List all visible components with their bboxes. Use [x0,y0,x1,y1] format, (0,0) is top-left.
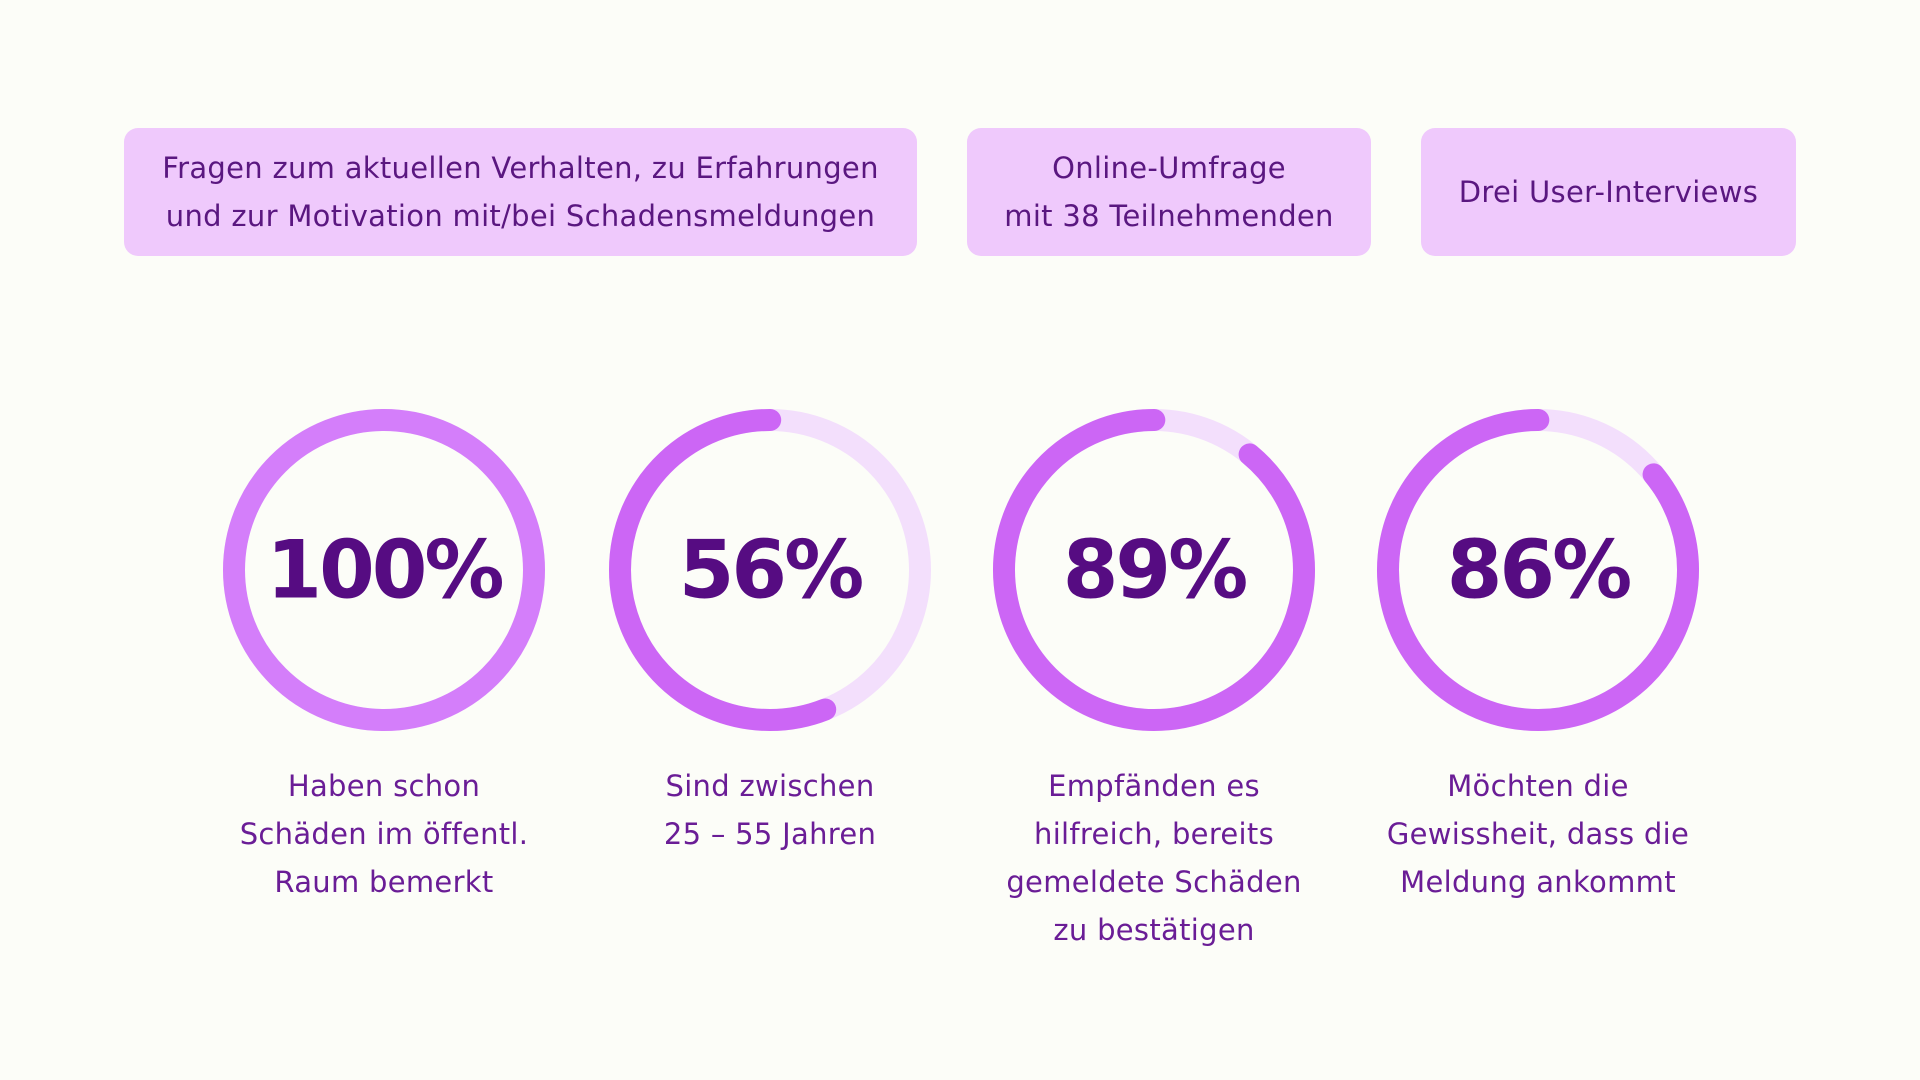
donut-ring-2: 56% [590,390,950,750]
caption-line: gemeldete Schäden [1006,865,1302,899]
donut-caption: Empfänden es hilfreich, bereits gemeldete … [974,762,1334,954]
donut-ring-1: 100% [204,390,564,750]
caption-line: Möchten die [1447,769,1629,803]
caption-line: 25 – 55 Jahren [663,817,877,851]
caption-line: Sind zwischen [665,769,875,803]
info-box-online-survey: Online-Umfrage mit 38 Teilnehmenden [967,128,1371,256]
caption-line: Haben schon [287,769,481,803]
donut-arc [993,409,1315,732]
info-box-line: Fragen zum aktuellen Verhalten, zu Erfah… [162,151,879,185]
caption-line: hilfreich, bereits [1034,817,1274,851]
donut-svg: 100% [223,409,545,731]
caption-line: Schäden im öffentl. [239,817,529,851]
info-box-line: und zur Motivation mit/bei Schadensmeldu… [165,199,876,233]
info-box-questions: Fragen zum aktuellen Verhalten, zu Erfah… [124,128,917,256]
donut-svg: 56% [609,409,931,731]
caption-line: Gewissheit, dass die [1386,817,1690,851]
donut-caption: Haben schon Schäden im öffentl. Raum bemer… [204,762,564,906]
donut-arc [609,409,931,731]
info-box-line: Drei User-Interviews [1458,175,1759,209]
donut-ring-4: 86% [1358,390,1718,750]
info-box-user-interviews: Drei User-Interviews [1421,128,1796,256]
caption-line: Raum bemerkt [274,865,494,899]
donut-caption: Möchten die Gewissheit, dass die Meldung a… [1358,762,1718,906]
donut-ring-3: 89% [974,390,1334,750]
donut-value-label: 56% [679,524,862,617]
donut-svg: 86% [1377,408,1699,731]
caption-line: zu bestätigen [1053,913,1255,947]
info-box-line: Online-Umfrage [1052,151,1286,185]
donut-arc [1377,408,1699,731]
caption-line: Meldung ankommt [1400,865,1676,899]
donut-arc [223,409,545,731]
donut-caption: Sind zwischen 25 – 55 Jahren [590,762,950,858]
donut-svg: 89% [993,409,1315,732]
donut-value-label: 89% [1063,524,1246,617]
info-box-line: mit 38 Teilnehmenden [1004,199,1334,233]
donut-value-label: 100% [266,524,502,617]
donut-value-label: 86% [1447,524,1630,617]
caption-line: Empfänden es [1048,769,1260,803]
